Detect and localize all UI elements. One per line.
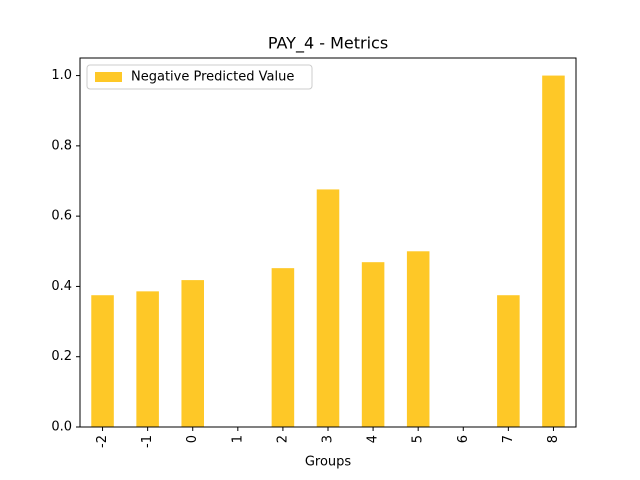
x-tick-label: 0: [185, 435, 200, 443]
y-tick-label: 0.4: [51, 279, 72, 294]
y-tick-label: 0.8: [51, 138, 72, 153]
y-tick-label: 1.0: [51, 68, 72, 83]
x-tick-label: 8: [546, 435, 561, 443]
legend-frame: [86, 64, 313, 90]
x-tick-label: 4: [366, 435, 381, 443]
bar: [91, 295, 114, 427]
x-axis-label: Groups: [305, 455, 352, 470]
x-tick-label: 2: [275, 435, 290, 443]
y-tick-label: 0.0: [51, 420, 72, 435]
y-tick-label: 0.6: [51, 209, 72, 224]
plot-frame: [79, 57, 577, 428]
x-tick-label: -1: [140, 435, 155, 448]
bar: [316, 189, 340, 427]
bar: [406, 251, 430, 427]
legend-swatch: [95, 72, 122, 82]
bar: [542, 75, 565, 428]
x-tick-label: 5: [411, 435, 426, 443]
chart-title: PAY_4 - Metrics: [268, 34, 388, 54]
bar: [361, 262, 385, 427]
bar: [136, 291, 159, 427]
x-tick-label: -2: [95, 435, 110, 448]
legend-label: Negative Predicted Value: [131, 70, 294, 85]
x-tick-label: 3: [321, 435, 336, 443]
legend: Negative Predicted Value: [86, 64, 313, 90]
bar: [181, 280, 204, 427]
bar: [497, 295, 520, 427]
bar: [271, 268, 295, 427]
x-tick-label: 6: [456, 435, 471, 443]
y-tick-label: 0.2: [51, 349, 72, 364]
x-tick-label: 7: [501, 435, 516, 443]
x-tick-label: 1: [230, 435, 245, 443]
